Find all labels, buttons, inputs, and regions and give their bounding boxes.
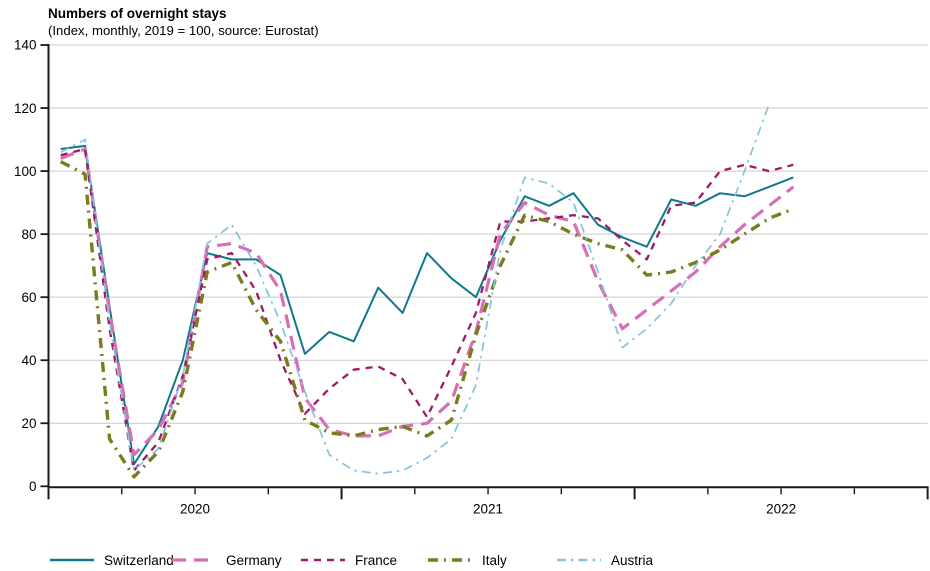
series-line-germany: [60, 147, 795, 457]
series-line-france: [60, 147, 794, 472]
series-line-austria: [60, 104, 770, 475]
legend-item-france: France: [300, 549, 397, 571]
x-year-label-2020: 2020: [180, 501, 210, 516]
chart-subtitle: (Index, monthly, 2019 = 100, source: Eur…: [48, 22, 319, 38]
legend-label-italy: Italy: [482, 552, 507, 568]
chart-title: Numbers of overnight stays: [48, 6, 227, 21]
switzerland-line-swatch-icon: [50, 558, 94, 562]
y-tick-label-20: 20: [21, 416, 36, 431]
series-line-italy: [59, 160, 794, 479]
legend-label-france: France: [355, 552, 398, 568]
y-tick-label-0: 0: [29, 479, 37, 494]
legend-label-austria: Austria: [611, 552, 654, 568]
legend-item-switzerland: Switzerland: [49, 549, 174, 571]
y-tick-label-100: 100: [14, 164, 37, 179]
legend-item-austria: Austria: [556, 549, 653, 571]
series-line-switzerland: [60, 144, 794, 466]
y-tick-label-80: 80: [21, 227, 36, 242]
france-line-swatch-icon: [301, 558, 345, 562]
austria-line-swatch-icon: [557, 558, 601, 562]
y-tick-label-120: 120: [14, 101, 37, 116]
legend-item-germany: Germany: [171, 549, 282, 571]
overnight-stays-chart: 0 20 40 60 80 100 120 140 2020 2021 2022: [14, 38, 929, 516]
italy-line-swatch-icon: [428, 558, 472, 562]
y-tick-label-60: 60: [21, 290, 36, 305]
x-year-label-2022: 2022: [766, 501, 796, 516]
legend-label-switzerland: Switzerland: [104, 552, 174, 568]
chart-legend: Switzerland Germany France Italy Austria: [0, 549, 930, 571]
y-tick-label-140: 140: [14, 38, 37, 53]
germany-line-swatch-icon: [172, 558, 216, 562]
x-year-label-2021: 2021: [473, 501, 503, 516]
chart-header: Numbers of overnight stays (Index, month…: [48, 6, 319, 39]
chart-area: 0 20 40 60 80 100 120 140 2020 2021 2022: [0, 36, 930, 554]
legend-label-germany: Germany: [226, 552, 282, 568]
y-tick-label-40: 40: [21, 353, 36, 368]
legend-item-italy: Italy: [427, 549, 507, 571]
